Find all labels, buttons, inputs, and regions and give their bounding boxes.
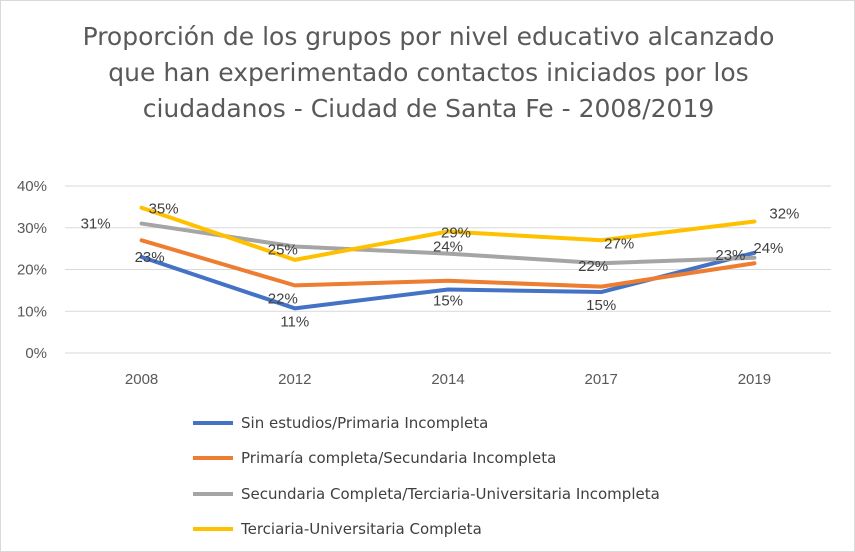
data-label: 31% xyxy=(81,216,111,233)
legend-swatch-primaria-completa xyxy=(193,456,233,461)
series-line-3 xyxy=(139,205,757,262)
data-label: 22% xyxy=(578,258,608,275)
legend-swatch-terciaria-completa xyxy=(193,527,233,532)
y-tick-label: 30% xyxy=(17,220,47,237)
legend-swatch-sin-estudios xyxy=(193,420,233,425)
legend-item-sin-estudios: Sin estudios/Primaria Incompleta xyxy=(193,405,660,441)
y-tick-label: 20% xyxy=(17,262,47,279)
y-tick-label: 10% xyxy=(17,303,47,320)
data-label: 11% xyxy=(280,313,309,330)
legend-label-secundaria-completa: Secundaria Completa/Terciaria-Universita… xyxy=(241,484,660,503)
data-label: 24% xyxy=(433,239,463,256)
chart-title-line-3: ciudadanos - Ciudad de Santa Fe - 2008/2… xyxy=(142,94,715,123)
y-tick-label: 40% xyxy=(17,178,47,195)
x-tick-label: 2008 xyxy=(125,371,158,388)
legend-item-primaria-completa: Primaría completa/Secundaria Incompleta xyxy=(193,441,660,477)
legend-label-terciaria-completa: Terciaria-Universitaria Completa xyxy=(241,520,482,539)
y-tick-label: 0% xyxy=(25,345,47,362)
data-label: 23% xyxy=(715,247,745,264)
data-label: 29% xyxy=(441,225,471,242)
data-label: 23% xyxy=(135,249,165,266)
x-tick-label: 2017 xyxy=(585,371,618,388)
x-tick-label: 2019 xyxy=(738,371,771,388)
legend-label-sin-estudios: Sin estudios/Primaria Incompleta xyxy=(241,413,489,432)
data-label: 32% xyxy=(769,205,799,222)
legend-label-primaria-completa: Primaría completa/Secundaria Incompleta xyxy=(241,449,557,468)
chart-title-line-2: que han experimentado contactos iniciado… xyxy=(108,58,749,87)
data-label: 27% xyxy=(604,235,634,252)
data-label: 15% xyxy=(433,293,463,310)
legend-item-terciaria-completa: Terciaria-Universitaria Completa xyxy=(193,512,660,548)
legend-swatch-secundaria-completa xyxy=(193,491,233,496)
series-line-2 xyxy=(139,221,757,266)
data-label: 22% xyxy=(268,290,298,307)
chart-title-line-1: Proporción de los grupos por nivel educa… xyxy=(82,22,775,51)
chart-title: Proporción de los grupos por nivel educa… xyxy=(61,19,796,127)
series-line-1 xyxy=(139,238,757,289)
data-label: 24% xyxy=(753,240,783,257)
x-tick-label: 2014 xyxy=(431,371,464,388)
data-label: 35% xyxy=(149,201,179,218)
data-label: 25% xyxy=(268,242,298,259)
x-tick-label: 2012 xyxy=(278,371,311,388)
chart-legend: Sin estudios/Primaria Incompleta Primarí… xyxy=(193,405,660,547)
legend-item-secundaria-completa: Secundaria Completa/Terciaria-Universita… xyxy=(193,476,660,512)
data-label: 15% xyxy=(586,297,616,314)
